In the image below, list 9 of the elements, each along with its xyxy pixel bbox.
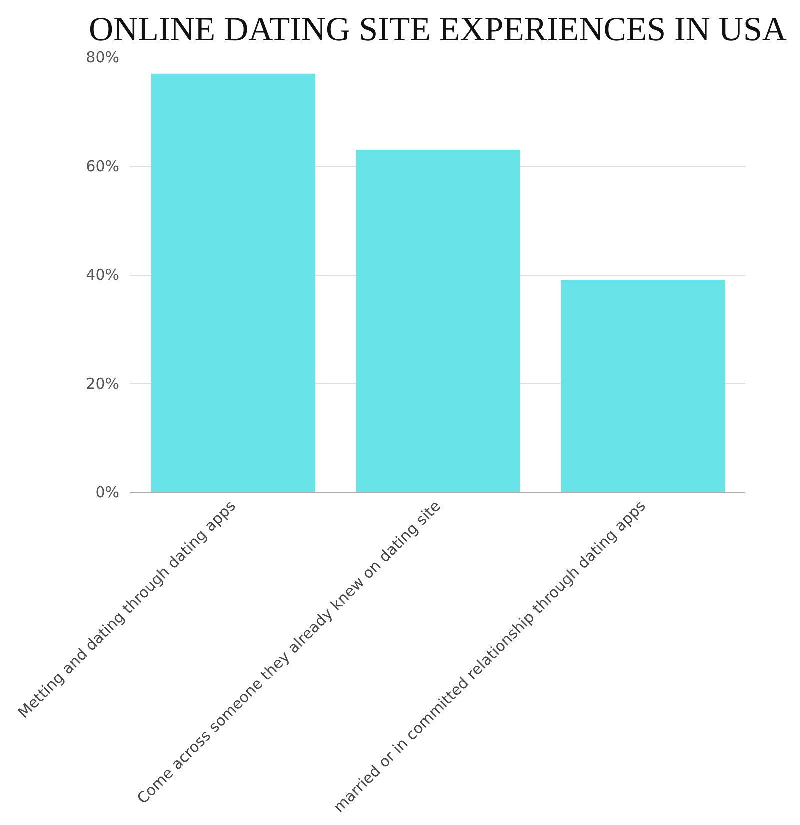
y-tick-label: 80% — [86, 48, 120, 66]
bar — [151, 74, 315, 492]
y-tick-label: 40% — [86, 266, 120, 284]
y-tick-label: 60% — [86, 157, 120, 176]
bar — [356, 150, 520, 492]
bar — [561, 280, 725, 492]
y-tick-label: 0% — [96, 484, 120, 502]
y-tick-label: 20% — [86, 374, 120, 393]
chart-title: ONLINE DATING SITE EXPERIENCES IN USA — [89, 12, 788, 48]
